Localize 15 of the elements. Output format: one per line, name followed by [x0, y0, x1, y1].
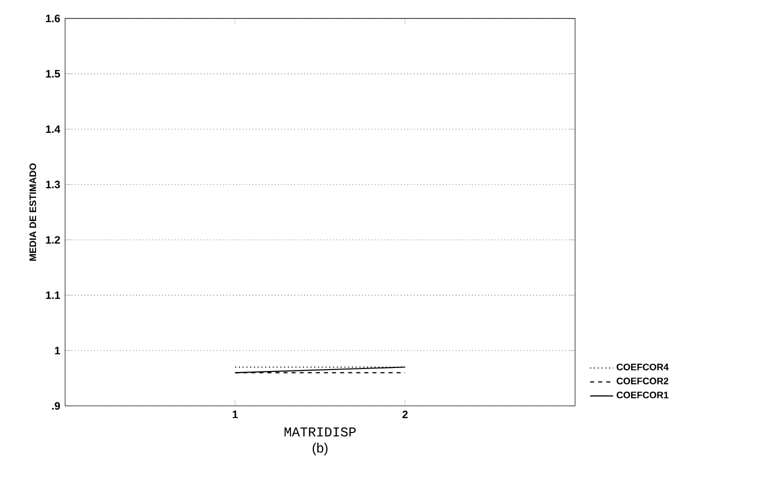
- y-tick-label: 1.2: [46, 236, 60, 244]
- y-axis-title: MEDIA DE ESTIMADO: [29, 163, 36, 261]
- x-axis-title: MATRIDISP: [284, 427, 356, 436]
- y-tick-label: 1.1: [46, 291, 60, 299]
- y-tick-label: 1: [55, 346, 60, 354]
- legend-label: COEFCOR1: [616, 392, 668, 398]
- legend-label: COEFCOR2: [616, 378, 668, 384]
- x-tick-label: 2: [402, 410, 408, 418]
- legend-label: COEFCOR4: [616, 364, 669, 370]
- y-tick-label: .9: [52, 402, 60, 410]
- y-tick-label: 1.6: [46, 14, 60, 22]
- y-tick-label: 1.3: [46, 180, 60, 188]
- text: (b): [312, 442, 328, 456]
- y-tick-label: 1.5: [46, 70, 60, 78]
- y-tick-label: 1.4: [46, 125, 60, 133]
